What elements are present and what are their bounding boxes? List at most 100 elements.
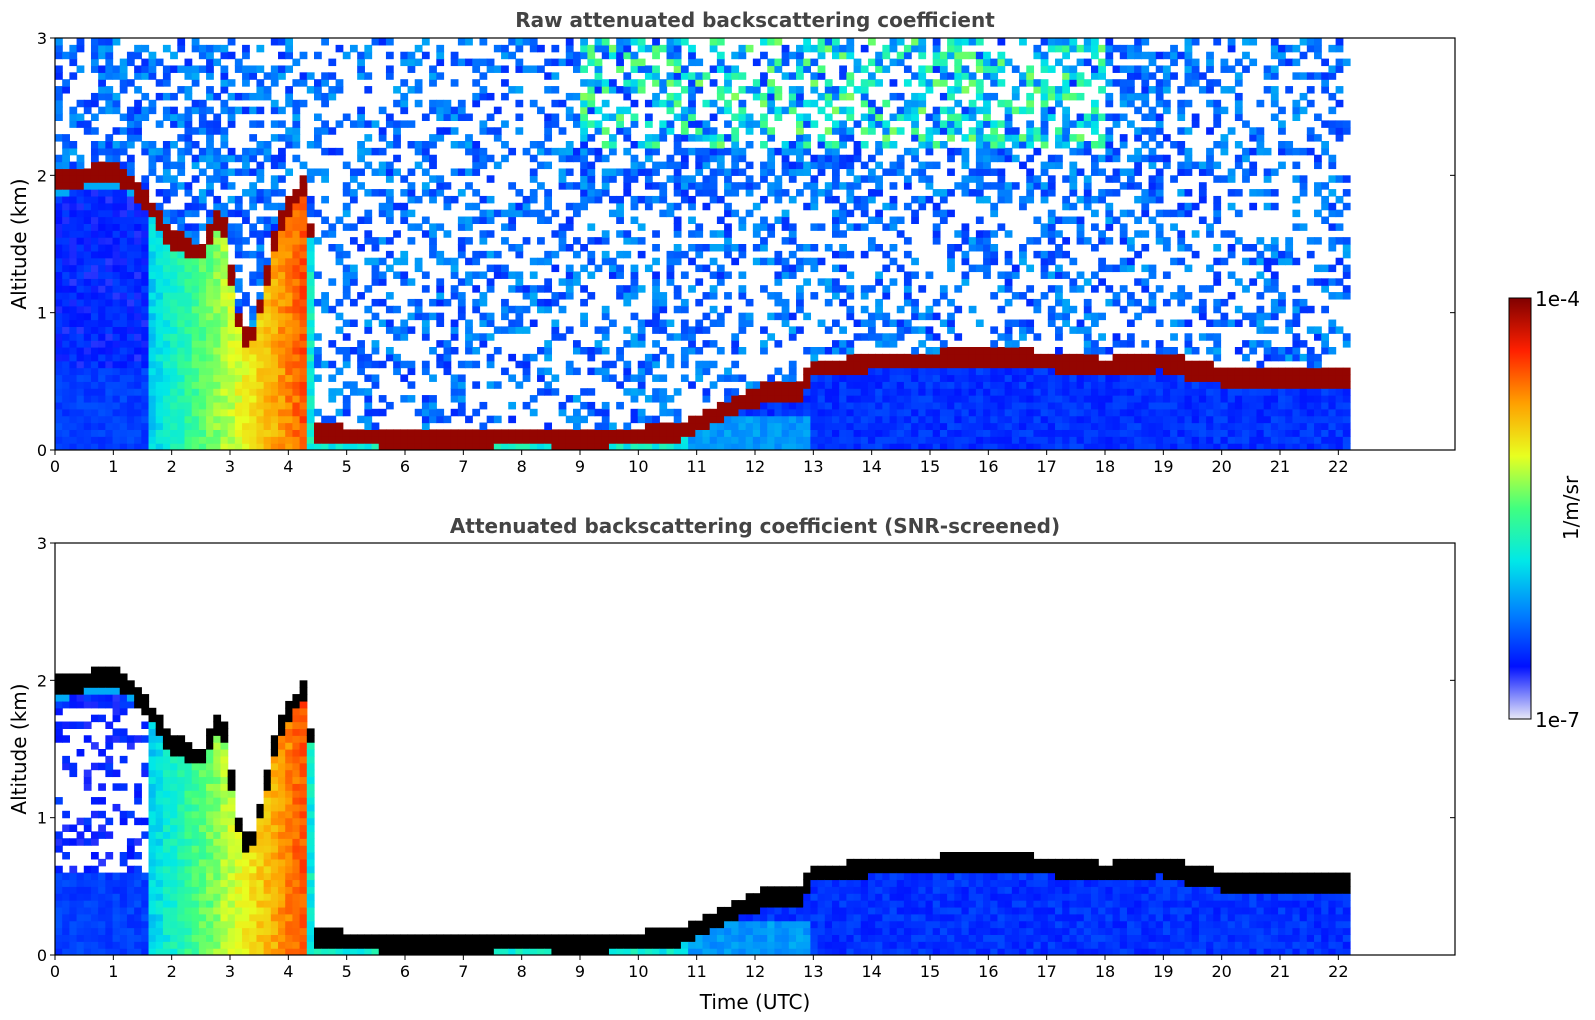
heatmap-cell <box>62 237 70 245</box>
heatmap-cell <box>479 443 488 450</box>
heatmap-cell <box>342 347 351 355</box>
heatmap-cell <box>659 120 668 128</box>
heatmap-cell <box>134 401 142 410</box>
heatmap-cell <box>781 374 790 382</box>
heatmap-cell <box>249 347 258 355</box>
heatmap-cell <box>918 285 927 293</box>
heatmap-cell <box>587 292 596 300</box>
heatmap-cell <box>824 154 833 163</box>
heatmap-cell <box>760 92 768 101</box>
heatmap-cell <box>932 443 941 450</box>
heatmap-cell <box>1040 189 1049 197</box>
heatmap-cell <box>126 401 135 410</box>
heatmap-cell <box>594 147 603 156</box>
heatmap-cell <box>55 72 63 80</box>
heatmap-cell <box>839 161 847 170</box>
heatmap-cell <box>896 92 905 101</box>
heatmap-cell <box>292 292 301 300</box>
heatmap-cell <box>939 429 948 437</box>
heatmap-cell <box>249 381 258 389</box>
heatmap-cell <box>724 79 732 87</box>
heatmap-cell <box>321 360 329 369</box>
heatmap-cell <box>630 58 639 67</box>
heatmap-cell <box>788 237 797 245</box>
heatmap-cell <box>666 443 675 450</box>
heatmap-cell <box>515 312 524 321</box>
heatmap-cell <box>1055 292 1063 300</box>
heatmap-cell <box>903 278 912 286</box>
heatmap-cell <box>134 134 142 142</box>
heatmap-cell <box>55 195 63 204</box>
heatmap-cell <box>55 408 63 417</box>
heatmap-cell <box>594 195 603 204</box>
heatmap-cell <box>990 408 999 417</box>
heatmap-cell <box>673 58 682 67</box>
heatmap-cell <box>637 44 646 53</box>
heatmap-cell <box>285 395 294 403</box>
heatmap-cell <box>637 38 646 46</box>
heatmap-cell <box>278 305 286 314</box>
heatmap-cell <box>616 443 624 450</box>
heatmap-cell <box>220 429 229 437</box>
heatmap-cell <box>393 443 401 450</box>
heatmap-cell <box>213 401 222 410</box>
heatmap-cell <box>184 388 193 396</box>
heatmap-cell <box>421 333 430 341</box>
heatmap-cell <box>213 223 222 231</box>
heatmap-cell <box>702 429 711 437</box>
heatmap-cell <box>206 443 214 450</box>
heatmap-cell <box>112 298 121 307</box>
heatmap-cell <box>968 436 977 444</box>
heatmap-cell <box>623 44 632 53</box>
heatmap-cell <box>875 340 883 348</box>
heatmap-cell <box>62 264 70 273</box>
heatmap-cell <box>119 237 128 245</box>
heatmap-cell <box>824 443 833 450</box>
heatmap-cell <box>796 285 804 293</box>
heatmap-cell <box>357 182 365 190</box>
heatmap-cell <box>493 106 502 115</box>
heatmap-cell <box>184 333 193 341</box>
heatmap-cell <box>357 113 365 121</box>
heatmap-cell <box>975 58 984 67</box>
heatmap-cell <box>832 38 840 46</box>
heatmap-cell <box>529 429 538 437</box>
heatmap-cell <box>62 257 70 266</box>
heatmap-cell <box>256 326 265 334</box>
heatmap-cell <box>889 79 898 87</box>
heatmap-cell <box>112 127 121 135</box>
heatmap-cell <box>839 134 847 142</box>
heatmap-cell <box>594 443 603 450</box>
heatmap-cell <box>220 401 229 410</box>
heatmap-cell <box>781 209 790 218</box>
heatmap-cell <box>817 168 826 176</box>
heatmap-cell <box>975 168 984 176</box>
heatmap-cell <box>975 154 984 163</box>
heatmap-cell <box>702 244 711 252</box>
heatmap-cell <box>961 415 970 424</box>
heatmap-cell <box>400 209 409 218</box>
heatmap-cell <box>961 278 970 286</box>
heatmap-cell <box>558 99 567 108</box>
heatmap-cell <box>1083 340 1092 348</box>
heatmap-cell <box>731 141 740 149</box>
heatmap-cell <box>134 319 142 327</box>
heatmap-cell <box>378 443 387 450</box>
heatmap-cell <box>954 415 963 424</box>
heatmap-cell <box>889 340 898 348</box>
heatmap-cell <box>990 367 999 376</box>
heatmap-cell <box>824 182 833 190</box>
heatmap-cell <box>155 367 164 376</box>
heatmap-cell <box>752 182 761 190</box>
heatmap-cell <box>184 319 193 327</box>
heatmap-cell <box>1004 147 1013 156</box>
heatmap-cell <box>55 271 63 279</box>
heatmap-cell <box>1026 422 1035 430</box>
heatmap-cell <box>270 120 279 128</box>
heatmap-cell <box>90 264 99 273</box>
heatmap-cell <box>342 443 351 450</box>
heatmap-cell <box>925 374 934 382</box>
heatmap-cell <box>501 312 509 321</box>
heatmap-cell <box>457 244 466 252</box>
heatmap-cell <box>371 189 380 197</box>
